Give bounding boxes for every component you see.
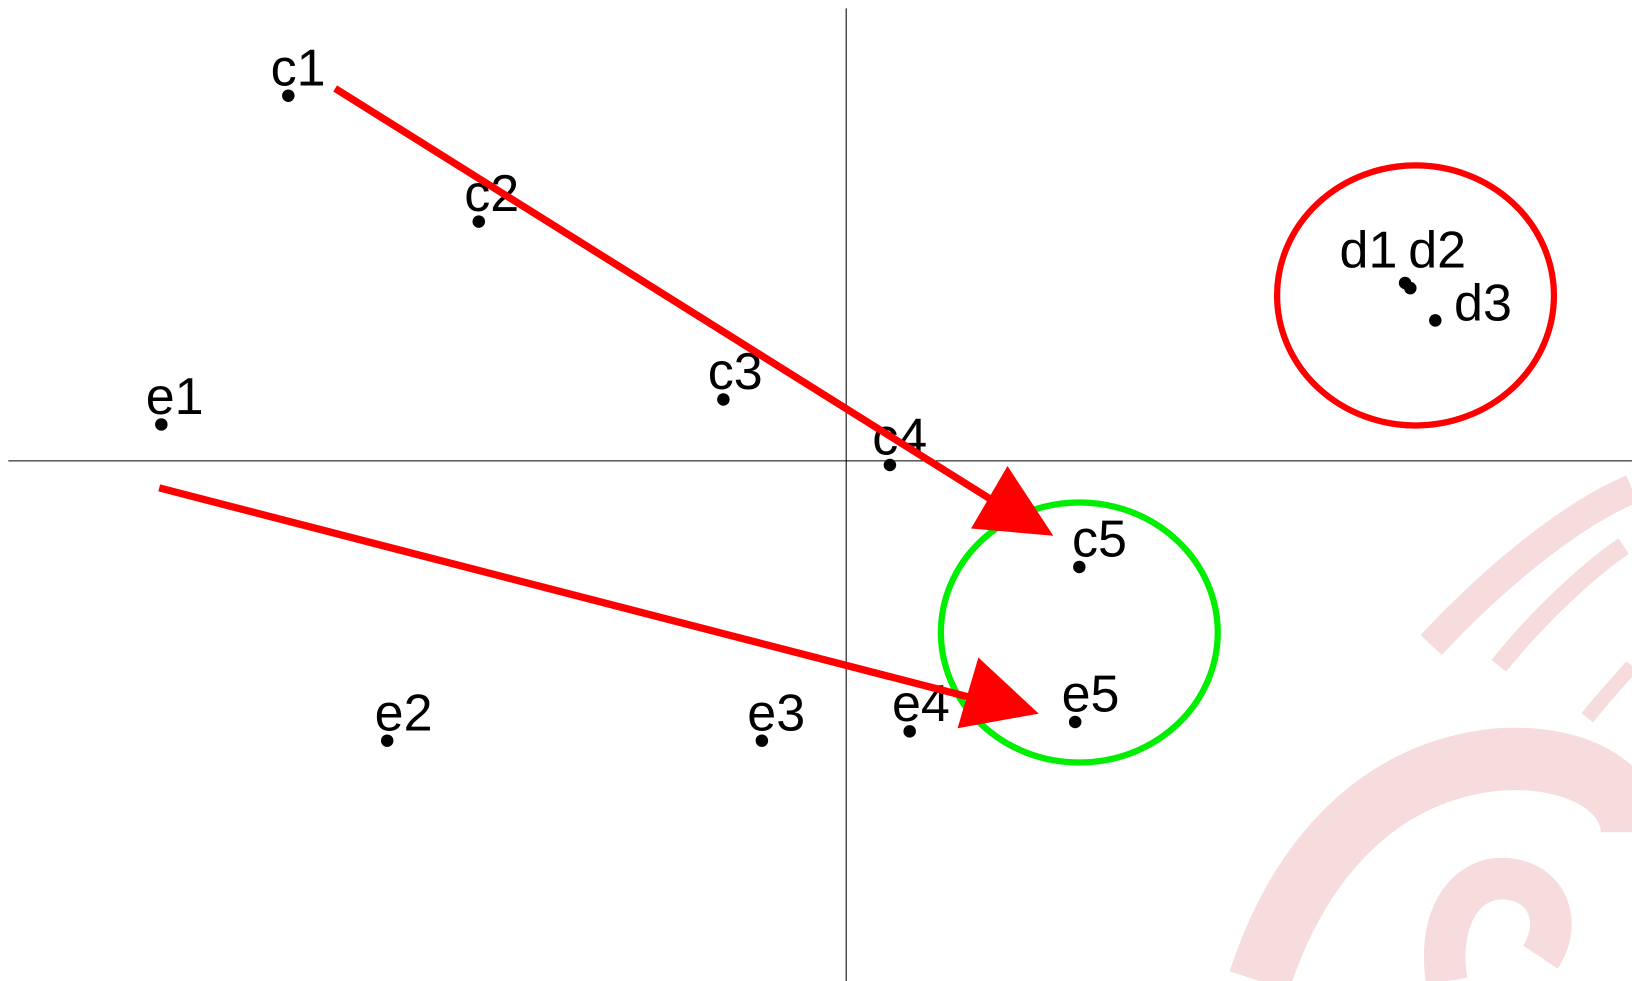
point-label: d2 [1408, 221, 1466, 279]
arrow [335, 88, 1053, 535]
point-label: e3 [747, 684, 805, 742]
page: c1c2c3c4c5e1e2e3e4e5d1d2d3 (() => { cons… [0, 0, 1632, 981]
point [1404, 282, 1416, 294]
point-label: c5 [1072, 511, 1127, 569]
red-circle [1277, 165, 1554, 425]
point-label: d3 [1454, 274, 1512, 332]
point-label: e2 [375, 684, 433, 742]
point-label: d1 [1340, 221, 1398, 279]
point-label: c1 [271, 39, 326, 97]
point [1429, 314, 1441, 326]
point-label: e5 [1062, 666, 1120, 724]
diagram: c1c2c3c4c5e1e2e3e4e5d1d2d3 [0, 0, 1632, 981]
point-label: e1 [146, 368, 204, 426]
background-swirl [1259, 489, 1632, 981]
